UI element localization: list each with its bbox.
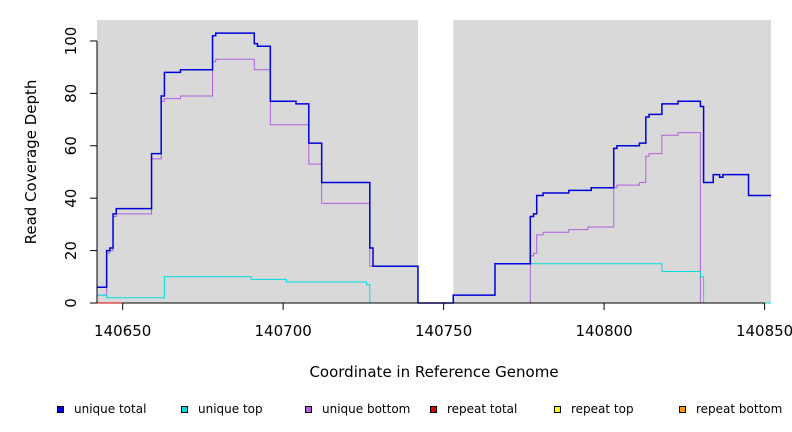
x-tick-label: 140750 <box>415 322 472 340</box>
legend-item-unique-total: unique total <box>57 400 146 418</box>
y-tick-label: 40 <box>62 189 80 208</box>
legend-swatch <box>181 406 188 413</box>
legend-label: repeat bottom <box>696 402 782 416</box>
legend-swatch <box>305 406 312 413</box>
x-tick-label: 140650 <box>94 322 151 340</box>
legend-item-unique-top: unique top <box>181 400 263 418</box>
y-tick-label: 100 <box>62 27 80 56</box>
legend-item-unique-bottom: unique bottom <box>305 400 410 418</box>
x-axis-label: Coordinate in Reference Genome <box>309 363 558 381</box>
legend-item-repeat-top: repeat top <box>554 400 634 418</box>
legend-swatch <box>57 406 64 413</box>
legend: unique total unique top unique bottom re… <box>0 400 792 418</box>
y-tick-label: 0 <box>62 298 80 308</box>
y-tick-label: 80 <box>62 84 80 103</box>
x-tick-label: 140700 <box>255 322 312 340</box>
legend-item-repeat-bottom: repeat bottom <box>679 400 782 418</box>
legend-label: unique bottom <box>322 402 410 416</box>
coverage-gap <box>418 20 453 303</box>
legend-label: repeat top <box>571 402 634 416</box>
legend-swatch <box>554 406 561 413</box>
legend-label: repeat total <box>447 402 517 416</box>
legend-swatch <box>430 406 437 413</box>
y-axis-label: Read Coverage Depth <box>22 80 40 245</box>
x-tick-label: 140800 <box>575 322 632 340</box>
coverage-chart: 0 20 40 60 80 100 140650 140700 140750 140800 1408… <box>0 0 792 400</box>
legend-label: unique total <box>74 402 146 416</box>
legend-item-repeat-total: repeat total <box>430 400 517 418</box>
legend-label: unique top <box>198 402 263 416</box>
y-tick-label: 20 <box>62 241 80 260</box>
y-tick-label: 60 <box>62 136 80 155</box>
legend-swatch <box>679 406 686 413</box>
x-tick-label: 140850 <box>736 322 792 340</box>
